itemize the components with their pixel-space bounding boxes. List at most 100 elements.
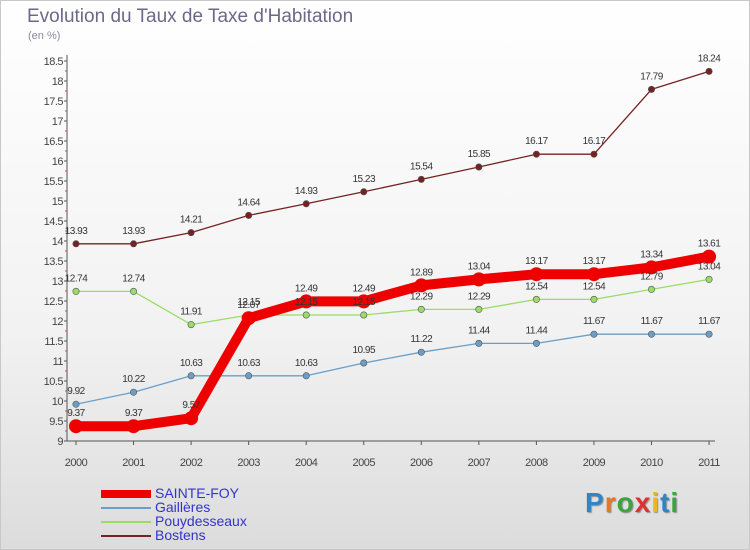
- data-point-sainte-foy: [529, 267, 544, 282]
- data-point-pouydesseaux: [72, 287, 80, 295]
- data-point-sainte-foy: [356, 294, 371, 309]
- legend-swatch: [101, 507, 151, 509]
- data-point-pouydesseaux: [417, 305, 425, 313]
- data-label-sainte-foy: 12.07: [237, 300, 260, 311]
- data-label-bostens: 13.93: [65, 226, 88, 237]
- y-tick-label: 15.5: [44, 176, 64, 188]
- data-point-bostens: [130, 240, 138, 248]
- data-label-bostens: 15.85: [468, 149, 491, 160]
- data-label-sainte-foy: 12.89: [410, 267, 433, 278]
- data-point-bostens: [417, 175, 425, 183]
- y-tick-label: 13.5: [44, 256, 64, 268]
- data-label-gaill-res: 9.92: [67, 386, 85, 397]
- legend-label: SAINTE-FOY: [155, 485, 240, 501]
- data-label-gaill-res: 10.63: [180, 358, 203, 369]
- y-tick-label: 10: [52, 396, 64, 408]
- y-tick-label: 16.5: [44, 136, 64, 148]
- data-label-gaill-res: 10.63: [237, 358, 260, 369]
- y-tick-label: 12.5: [44, 296, 64, 308]
- data-point-pouydesseaux: [187, 321, 195, 329]
- logo-letter: o: [616, 487, 635, 518]
- data-label-bostens: 15.23: [352, 174, 375, 185]
- data-point-pouydesseaux: [475, 305, 483, 313]
- data-label-pouydesseaux: 12.15: [237, 297, 260, 308]
- x-tick-label: 2001: [122, 457, 145, 469]
- data-point-gaill-res: [647, 330, 655, 338]
- data-point-pouydesseaux: [532, 295, 540, 303]
- y-tick-label: 11: [53, 356, 64, 368]
- data-label-bostens: 14.21: [180, 215, 203, 226]
- data-label-sainte-foy: 13.04: [468, 261, 491, 272]
- data-label-sainte-foy: 13.34: [640, 249, 663, 260]
- data-label-gaill-res: 10.95: [352, 345, 375, 356]
- data-label-gaill-res: 11.67: [641, 316, 664, 327]
- data-label-sainte-foy: 13.61: [698, 239, 721, 250]
- logo-letter: i: [651, 487, 661, 518]
- data-label-pouydesseaux: 12.15: [295, 297, 318, 308]
- data-label-sainte-foy: 9.57: [182, 400, 200, 411]
- x-tick-label: 2005: [353, 457, 376, 469]
- x-tick-label: 2011: [698, 457, 720, 469]
- data-label-pouydesseaux: 11.91: [180, 307, 203, 318]
- data-label-gaill-res: 11.44: [468, 325, 491, 336]
- data-label-gaill-res: 10.63: [295, 358, 318, 369]
- data-point-pouydesseaux: [647, 285, 655, 293]
- data-point-bostens: [647, 85, 655, 93]
- proxiti-logo: Proxiti: [585, 487, 679, 519]
- series-line-sainte-foy: [71, 251, 715, 432]
- data-point-sainte-foy: [471, 272, 486, 287]
- data-point-gaill-res: [590, 330, 598, 338]
- data-point-bostens: [475, 163, 483, 171]
- data-point-bostens: [72, 240, 80, 248]
- legend-swatch: [101, 535, 151, 537]
- data-point-bostens: [302, 200, 310, 208]
- logo-letter: r: [604, 487, 617, 518]
- logo-letter: x: [634, 487, 652, 518]
- data-label-bostens: 14.93: [295, 186, 318, 197]
- data-label-pouydesseaux: 12.74: [122, 273, 145, 284]
- data-point-bostens: [360, 188, 368, 196]
- data-label-sainte-foy: 13.17: [583, 256, 606, 267]
- x-tick-label: 2004: [295, 457, 318, 469]
- data-point-sainte-foy: [241, 311, 256, 326]
- data-label-bostens: 15.54: [410, 161, 433, 172]
- data-point-pouydesseaux: [590, 295, 598, 303]
- data-label-gaill-res: 11.44: [526, 325, 549, 336]
- data-point-bostens: [245, 211, 253, 219]
- data-label-pouydesseaux: 12.79: [640, 271, 663, 282]
- data-point-sainte-foy: [414, 278, 429, 293]
- logo-letter: P: [585, 487, 605, 518]
- data-point-gaill-res: [360, 359, 368, 367]
- x-tick-label: 2010: [640, 457, 663, 469]
- data-point-sainte-foy: [126, 419, 141, 434]
- data-point-gaill-res: [532, 339, 540, 347]
- y-tick-label: 14: [52, 236, 64, 248]
- x-tick-label: 2000: [65, 457, 88, 469]
- data-label-gaill-res: 11.67: [698, 316, 721, 327]
- legend-swatch: [101, 490, 151, 498]
- data-label-gaill-res: 11.22: [410, 334, 433, 345]
- data-point-bostens: [532, 150, 540, 158]
- y-tick-label: 10.5: [44, 376, 64, 388]
- y-tick-label: 16: [52, 156, 64, 168]
- x-tick-label: 2007: [468, 457, 491, 469]
- y-tick-label: 17: [52, 116, 64, 128]
- data-point-sainte-foy: [644, 260, 659, 275]
- data-point-pouydesseaux: [705, 275, 713, 283]
- data-label-pouydesseaux: 12.54: [525, 281, 548, 292]
- data-label-bostens: 13.93: [122, 226, 145, 237]
- data-point-sainte-foy: [184, 411, 199, 426]
- series-line-bostens: [75, 70, 710, 245]
- data-label-sainte-foy: 9.37: [125, 408, 143, 419]
- y-tick-label: 13: [52, 276, 64, 288]
- data-label-bostens: 18.24: [698, 53, 721, 64]
- data-label-bostens: 14.64: [237, 197, 260, 208]
- logo-letter: t: [660, 487, 671, 518]
- y-tick-label: 9.5: [49, 416, 63, 428]
- y-tick-label: 12: [52, 316, 64, 328]
- data-label-pouydesseaux: 12.54: [583, 281, 606, 292]
- y-tick-label: 9: [57, 436, 63, 448]
- data-label-gaill-res: 10.22: [122, 374, 145, 385]
- data-label-gaill-res: 11.67: [583, 316, 606, 327]
